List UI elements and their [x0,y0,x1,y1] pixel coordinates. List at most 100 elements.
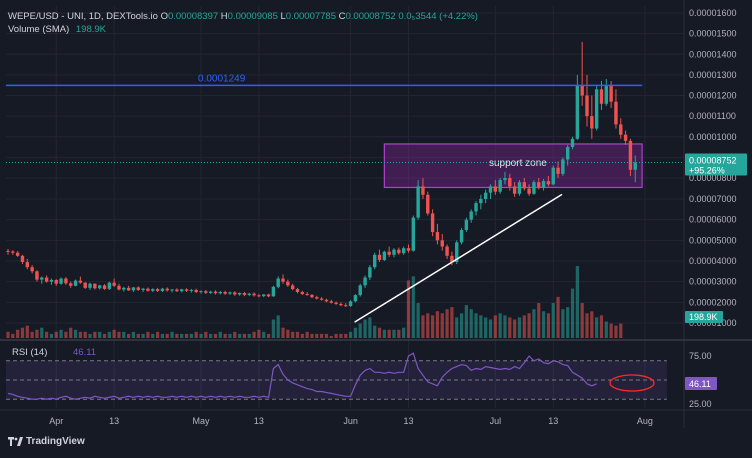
candle-body [281,278,285,282]
candle-body [623,134,628,141]
candle-body [348,301,353,307]
time-tick-label: 13 [403,416,413,426]
candle-body [218,292,222,294]
volume-bar [599,315,604,338]
candle-body [619,124,623,135]
candle-body [493,186,498,192]
volume-bar [69,327,73,338]
volume-bar [262,331,266,338]
price-tick-label: 0.00004000 [689,256,737,266]
support-zone-box [383,143,643,189]
candle-body [199,291,203,293]
volume-legend-label: Volume (SMA) [8,24,70,35]
support-zone-layer [383,143,643,189]
rsi-highlight-ellipse [609,374,655,392]
candle-body [242,293,247,295]
current-price-badge [685,153,747,176]
volume-bar [406,280,411,338]
symbol-title: WEPE/USD - UNI, 1D, DEXTools.io [8,11,158,22]
candle-body [295,289,300,292]
time-tick-label: 13 [254,416,264,426]
volume-bar [276,315,280,338]
candle-body [464,219,469,230]
rsi-tick-label: 75.00 [689,351,712,361]
price-tick-label: 0.00000800 [689,173,737,183]
volume-bar [493,315,497,338]
candle-body [146,288,150,291]
candle-body [97,285,102,289]
candle-body [575,85,580,139]
candle-body [25,262,29,268]
candle-body [141,288,145,290]
price-tick-label: 0.00006000 [689,215,737,225]
volume-bar [566,307,570,338]
volume-bar [170,331,174,338]
ohlc-legend: WEPE/USD - UNI, 1D, DEXTools.io O0.00008… [8,11,478,22]
candle-body [628,140,633,170]
candle-body [503,178,507,181]
candle-body [305,294,309,296]
volume-bar [522,315,526,338]
volume-bar [286,329,290,338]
volume-bar [503,315,507,338]
candle-body [271,286,276,297]
candle-body [126,287,131,291]
volume-bar [590,311,594,338]
volume-bar [459,313,464,338]
volume-bar [508,317,512,338]
price-tick-label: 0.00001300 [689,70,737,80]
volume-bar [455,317,459,338]
candle-body [459,230,464,243]
volume-bar [541,311,546,338]
volume-bar [305,331,309,338]
candle-body [49,280,54,282]
volume-bar [213,333,218,338]
tradingview-logo[interactable]: TradingView [8,436,85,447]
candle-body [310,294,314,298]
volume-bar [281,327,285,338]
candle-body [324,299,329,302]
candle-body [315,297,319,299]
ohlc-key-l: L [277,11,286,22]
candle-body [262,294,266,297]
rsi-label: RSI (14) [12,347,47,358]
candle-body [228,292,232,294]
volume-bar [315,333,319,338]
candle-body [358,285,362,296]
candle-body [411,217,415,251]
volume-bar [49,333,54,338]
candle-body [373,254,377,268]
volume-bar [165,333,169,338]
volume-bar [199,333,203,338]
volume-bar [575,266,579,338]
volume-bar [25,325,29,338]
candle-body [319,298,324,300]
volume-bar [551,303,555,338]
volume-bar [561,309,565,338]
candle-body [223,292,227,294]
ohlc-key-h: H [218,11,228,22]
ohlc-values: O0.00008397 H0.00009085 L0.00007785 C0.0… [161,11,399,22]
candle-body [334,302,338,304]
volume-bar [421,315,425,338]
volume-bar [223,333,227,338]
volume-bar [59,329,63,338]
candle-body [15,252,20,256]
candle-body [382,251,387,260]
candle-body [54,280,58,284]
rsi-legend-value: 46.11 [73,347,96,358]
volume-bar [614,325,618,338]
candle-body [83,282,87,288]
candle-body [474,203,478,212]
candle-body [633,162,637,170]
volume-bar [363,319,367,338]
volume-bar [517,317,522,338]
ohlc-value-l: 0.00007785 [285,11,336,22]
volume-bar [98,331,102,338]
candle-body [131,287,136,291]
candle-body [194,289,198,292]
candle-body [40,277,44,280]
current-change-value: +95.26% [689,165,725,175]
